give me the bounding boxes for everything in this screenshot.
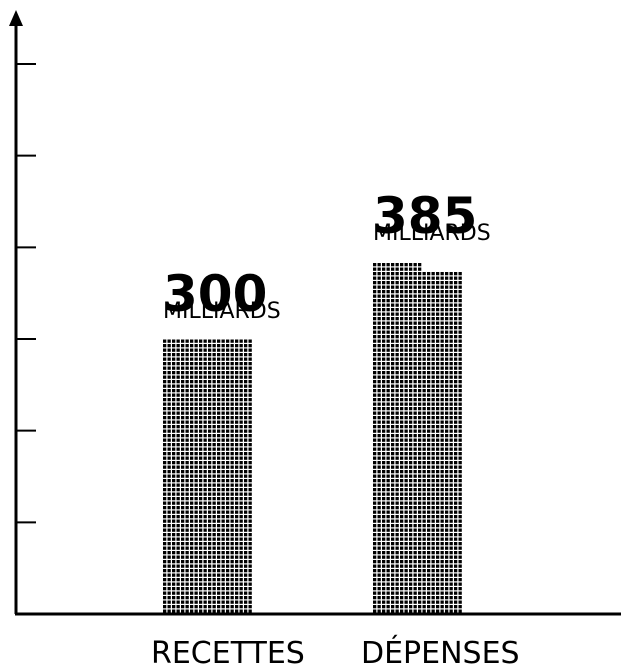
unit-label: MILLIARDS [373, 221, 491, 246]
y-axis-ticks [16, 63, 36, 524]
value-label: 385 [373, 187, 477, 245]
bar [163, 339, 252, 613]
value-label: 300 [163, 265, 267, 323]
y-axis-arrow-icon [9, 10, 23, 26]
unit-label: MILLIARDS [163, 299, 281, 324]
category-label: DÉPENSES [361, 635, 520, 671]
category-label: RECETTES [151, 636, 305, 671]
axes [9, 10, 621, 616]
bars [163, 263, 462, 613]
bar [373, 263, 462, 613]
